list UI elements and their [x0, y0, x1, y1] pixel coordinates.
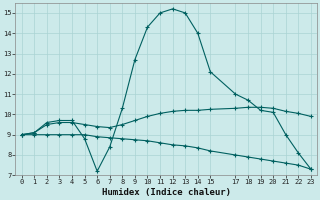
X-axis label: Humidex (Indice chaleur): Humidex (Indice chaleur): [102, 188, 231, 197]
